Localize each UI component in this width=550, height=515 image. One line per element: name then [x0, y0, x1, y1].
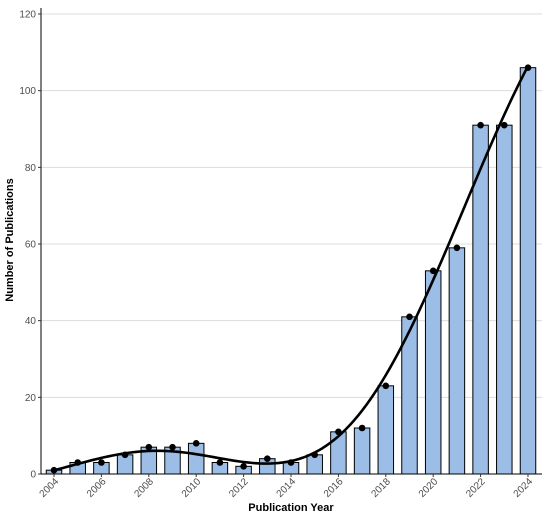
- data-point: [358, 424, 366, 432]
- data-point: [524, 64, 532, 71]
- data-point: [382, 382, 390, 390]
- data-point: [145, 443, 153, 451]
- data-point: [287, 459, 295, 466]
- bar: [472, 124, 489, 475]
- x-axis-title: Publication Year: [248, 502, 334, 514]
- y-tick-label: 120: [19, 10, 36, 21]
- x-tick-label: 2020: [417, 476, 441, 500]
- x-tick-label: 2014: [275, 476, 299, 500]
- data-point: [264, 455, 271, 462]
- y-tick-label: 100: [19, 86, 36, 97]
- y-tick-label: 20: [25, 393, 37, 404]
- data-point: [98, 459, 105, 466]
- data-point: [335, 428, 342, 436]
- x-tick-label: 2022: [464, 476, 488, 500]
- data-point: [74, 459, 81, 466]
- bar: [424, 270, 442, 475]
- data-point: [311, 451, 319, 459]
- data-point: [453, 244, 461, 252]
- data-point: [406, 313, 413, 321]
- y-tick-label: 80: [25, 163, 37, 174]
- y-tick-labels: 0 20 40 60 80 100 120: [19, 10, 36, 481]
- y-tick-label: 40: [25, 316, 37, 327]
- x-tick-label: 2006: [85, 476, 109, 500]
- x-tick-label: 2024: [512, 476, 536, 500]
- x-tick-label: 2004: [38, 476, 62, 500]
- point-series: [50, 64, 532, 474]
- x-tick-label: 2018: [369, 476, 393, 500]
- data-point: [192, 440, 200, 447]
- x-tick-label: 2008: [132, 476, 156, 500]
- bar: [448, 247, 466, 475]
- bar: [353, 427, 371, 475]
- y-tick-label: 60: [25, 240, 37, 251]
- data-point: [501, 121, 508, 129]
- bar: [330, 431, 347, 475]
- x-tick-label: 2010: [180, 476, 204, 500]
- data-point: [216, 459, 224, 466]
- gridlines: [41, 13, 542, 475]
- axes: [38, 8, 542, 477]
- data-point: [240, 463, 247, 470]
- data-point: [429, 267, 437, 275]
- data-point: [121, 451, 129, 459]
- bar-series: [45, 67, 537, 475]
- data-point: [169, 443, 176, 451]
- data-point: [50, 466, 58, 474]
- bar: [519, 67, 537, 475]
- y-axis-title: Number of Publications: [4, 178, 16, 301]
- y-tick-label: 0: [30, 470, 36, 481]
- x-tick-labels: 2004 2006 2008 2010 2012 2014 2016 2018 2020 2022…: [38, 476, 536, 500]
- bar: [496, 124, 513, 475]
- data-point: [477, 121, 484, 129]
- x-tick-label: 2012: [227, 476, 251, 500]
- bar: [187, 442, 205, 475]
- bar: [377, 385, 395, 475]
- x-tick-label: 2016: [322, 476, 346, 500]
